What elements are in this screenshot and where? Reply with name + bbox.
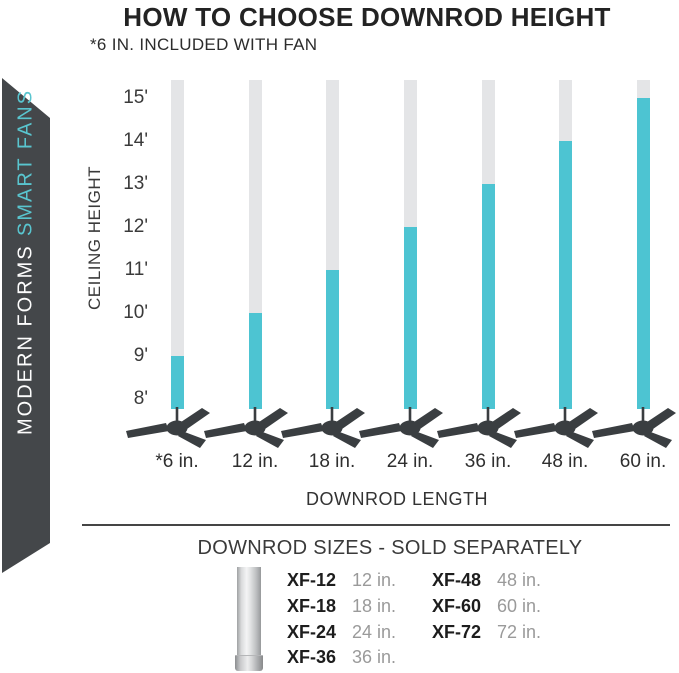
y-tick-15ft: 15' [123, 87, 148, 108]
section-divider [82, 524, 670, 526]
downrod-size: 24 in. [352, 621, 397, 642]
downrod-size: 48 in. [497, 570, 542, 590]
downrod-model: XF-12 [287, 570, 337, 590]
y-tick-12ft: 12' [123, 216, 148, 237]
ceiling-fan-icon [437, 407, 525, 453]
category-label: 12 in. [231, 451, 279, 472]
brand-name-spacer [15, 236, 38, 244]
y-tick-8ft: 8' [133, 388, 148, 409]
ceiling-fan-icon [204, 407, 292, 453]
rod-filled-12ft [404, 227, 417, 409]
rod-filled-9ft [171, 356, 184, 409]
category-label: 36 in. [464, 451, 512, 472]
rod-filled-15ft [637, 98, 650, 409]
brand-name-smart-fans: SMART FANS [14, 89, 37, 237]
downrod-size: 36 in. [352, 647, 397, 668]
downrod-size: 18 in. [352, 595, 397, 616]
sizes-section-title: DOWNROD SIZES - SOLD SEPARATELY [197, 537, 583, 559]
rod-filled-13ft [482, 184, 495, 409]
downrod-size: 60 in. [497, 595, 542, 616]
downrod-model: XF-72 [432, 621, 482, 642]
ceiling-fan-icon [592, 407, 679, 453]
downrod-size: 72 in. [497, 621, 542, 642]
downrod-model: XF-48 [432, 570, 482, 590]
ceiling-fan-icon [514, 407, 602, 453]
downrod-model: XF-60 [432, 595, 482, 616]
y-tick-10ft: 10' [123, 302, 148, 323]
downrod-model: XF-18 [287, 595, 337, 616]
ceiling-fan-icon [281, 407, 369, 453]
downrod-collar [235, 655, 263, 671]
downrod-product-image [237, 567, 261, 657]
y-tick-14ft: 14' [123, 130, 148, 151]
category-label: *6 in. [155, 451, 199, 472]
y-tick-13ft: 13' [123, 173, 148, 194]
brand-ribbon-text: MODERN FORMS SMART FANS [2, 52, 50, 472]
brand-name-modern-forms: MODERN FORMS [14, 243, 37, 435]
ceiling-fan-icon [359, 407, 447, 453]
category-label: 24 in. [386, 451, 434, 472]
downrod-model: XF-36 [287, 647, 337, 668]
y-tick-9ft: 9' [133, 345, 148, 366]
included-note: *6 IN. INCLUDED WITH FAN [90, 35, 318, 54]
y-tick-11ft: 11' [124, 259, 148, 280]
x-axis-label: DOWNROD LENGTH [306, 489, 488, 509]
rod-filled-10ft [249, 313, 262, 409]
rod-unfilled [171, 80, 184, 409]
rod-filled-14ft [559, 141, 572, 409]
category-label: 18 in. [308, 451, 356, 472]
category-label: 48 in. [541, 451, 589, 472]
ceiling-fan-icon [126, 407, 214, 453]
rod-filled-11ft [326, 270, 339, 409]
downrod-size: 12 in. [352, 570, 397, 590]
brand-ribbon [2, 78, 50, 573]
category-label: 60 in. [619, 451, 667, 472]
downrod-model: XF-24 [287, 621, 337, 642]
page-title: HOW TO CHOOSE DOWNROD HEIGHT [123, 2, 611, 32]
